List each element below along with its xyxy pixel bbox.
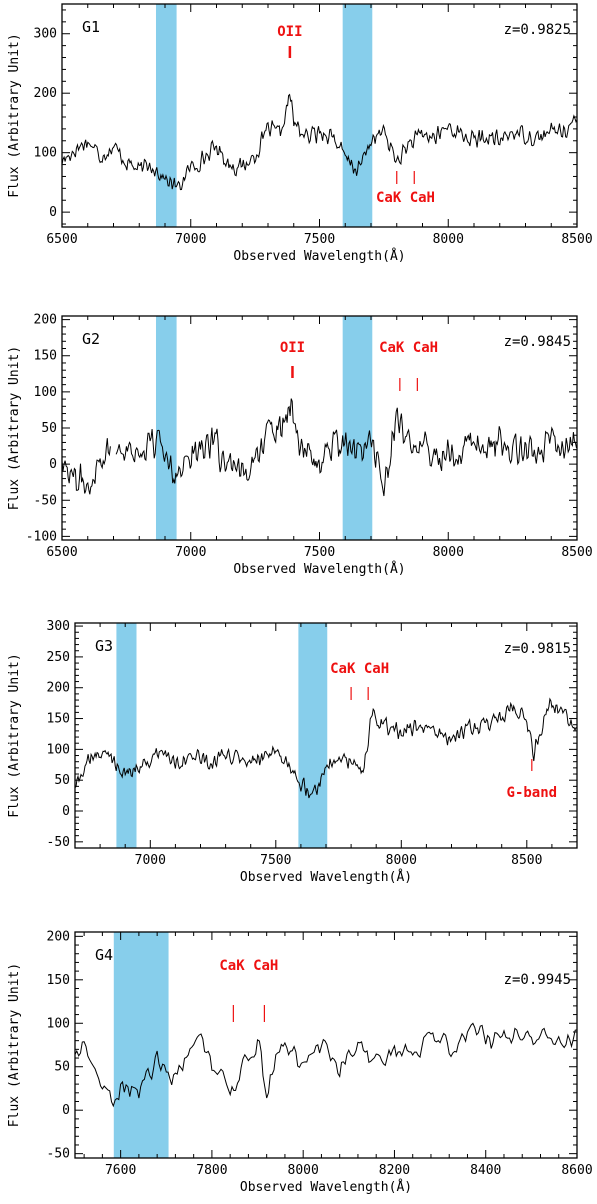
spectrum-line-g4 xyxy=(74,1022,578,1108)
redshift-label: z=0.9945 xyxy=(504,972,571,988)
x-tick-label: 8000 xyxy=(433,545,464,560)
y-tick-label: 100 xyxy=(34,385,57,400)
x-tick-label: 8200 xyxy=(379,1163,410,1178)
y-tick-label: 200 xyxy=(34,86,57,101)
x-tick-label: 7000 xyxy=(175,545,206,560)
y-tick-label: 0 xyxy=(62,804,70,819)
x-tick-label: 6500 xyxy=(46,545,77,560)
spectrum-line-g3 xyxy=(74,697,578,799)
y-axis-label: Flux (Arbitrary Unit) xyxy=(7,33,22,197)
y-tick-label: 50 xyxy=(54,1060,70,1075)
y-axis-label: Flux (Arbitrary Unit) xyxy=(7,653,22,817)
shaded-band-1 xyxy=(113,932,169,1158)
x-tick-label: 7600 xyxy=(105,1163,136,1178)
x-tick-label: 8000 xyxy=(386,853,417,868)
x-tick-label: 7800 xyxy=(196,1163,227,1178)
y-tick-label: 100 xyxy=(47,742,70,757)
chart-panel-g3: 7000 7500 8000 8500 -50 0 50 100 150 200 250 300 Obs… xyxy=(7,619,578,885)
panel-tag: G4 xyxy=(95,946,113,964)
x-tick-label: 7500 xyxy=(304,545,335,560)
y-tick-label: 250 xyxy=(47,650,70,665)
chart-panel-g4: 7600 7800 8000 8200 8400 8600 -50 0 50 100 150 200 O… xyxy=(7,929,593,1195)
panel-tag: G3 xyxy=(95,637,113,655)
x-tick-label: 8500 xyxy=(511,853,542,868)
shaded-band-1 xyxy=(155,4,177,227)
redshift-label: z=0.9815 xyxy=(504,641,571,657)
y-tick-label: 0 xyxy=(49,205,57,220)
x-tick-label: 8400 xyxy=(470,1163,501,1178)
x-axis-label: Observed Wavelength(Å) xyxy=(240,869,412,885)
panel-tag: G1 xyxy=(82,18,100,36)
y-tick-label: 150 xyxy=(34,349,57,364)
y-tick-label: -50 xyxy=(47,835,70,850)
y-tick-label: 0 xyxy=(62,1103,70,1118)
feature-label: OII xyxy=(280,340,305,356)
shaded-band-1 xyxy=(116,623,137,848)
y-tick-label: 200 xyxy=(47,681,70,696)
x-tick-label: 8500 xyxy=(561,232,592,247)
y-axis-label: Flux (Arbitrary Unit) xyxy=(7,963,22,1127)
y-tick-label: 50 xyxy=(54,773,70,788)
y-tick-label: -50 xyxy=(47,1147,70,1162)
y-tick-label: 200 xyxy=(34,313,57,328)
feature-label: CaK CaH xyxy=(330,661,389,677)
shaded-band-1 xyxy=(155,316,177,540)
plot-frame xyxy=(61,3,578,228)
y-tick-label: 200 xyxy=(47,929,70,944)
chart-panel-g1: 6500 7000 7500 8000 8500 0 100 200 300 Observed W… xyxy=(7,3,593,264)
x-tick-label: 8000 xyxy=(433,232,464,247)
x-tick-label: 7500 xyxy=(260,853,291,868)
feature-label: CaK CaH xyxy=(379,340,438,356)
y-tick-label: 100 xyxy=(34,146,57,161)
spectrum-line-g2-2 xyxy=(115,398,577,497)
x-tick-label: 8000 xyxy=(288,1163,319,1178)
y-tick-label: 150 xyxy=(47,973,70,988)
panel-tag: G2 xyxy=(82,330,100,348)
y-tick-label: 50 xyxy=(41,421,57,436)
shaded-band-2 xyxy=(298,623,328,848)
y-tick-label: 300 xyxy=(34,27,57,42)
shaded-band-2 xyxy=(342,4,373,227)
x-axis-label: Observed Wavelength(Å) xyxy=(240,1179,412,1195)
redshift-label: z=0.9825 xyxy=(504,22,571,38)
spectrum-line-g1 xyxy=(61,93,578,191)
feature-label: OII xyxy=(277,24,302,40)
x-tick-label: 8600 xyxy=(561,1163,592,1178)
y-tick-label: 100 xyxy=(47,1016,70,1031)
x-tick-label: 7500 xyxy=(304,232,335,247)
x-tick-label: 8500 xyxy=(561,545,592,560)
feature-label: G-band xyxy=(507,785,558,801)
y-tick-label: 150 xyxy=(47,712,70,727)
x-tick-label: 7000 xyxy=(135,853,166,868)
x-tick-label: 7000 xyxy=(175,232,206,247)
spectrum-line-g2-1 xyxy=(61,438,111,495)
y-tick-label: 300 xyxy=(47,619,70,634)
redshift-label: z=0.9845 xyxy=(504,334,571,350)
y-tick-label: 0 xyxy=(49,457,57,472)
feature-label: CaK CaH xyxy=(376,190,435,206)
y-tick-label: -100 xyxy=(26,529,57,544)
plot-frame xyxy=(74,931,578,1159)
y-tick-label: -50 xyxy=(34,493,57,508)
shaded-band-2 xyxy=(342,316,373,540)
feature-label: CaK CaH xyxy=(219,958,278,974)
x-axis-label: Observed Wavelength(Å) xyxy=(233,561,405,577)
x-axis-label: Observed Wavelength(Å) xyxy=(233,248,405,264)
x-tick-label: 6500 xyxy=(46,232,77,247)
chart-panel-g2: 6500 7000 7500 8000 8500 -100 -50 0 50 100 150 200 O… xyxy=(7,313,593,577)
y-axis-label: Flux (Arbitrary Unit) xyxy=(7,346,22,510)
